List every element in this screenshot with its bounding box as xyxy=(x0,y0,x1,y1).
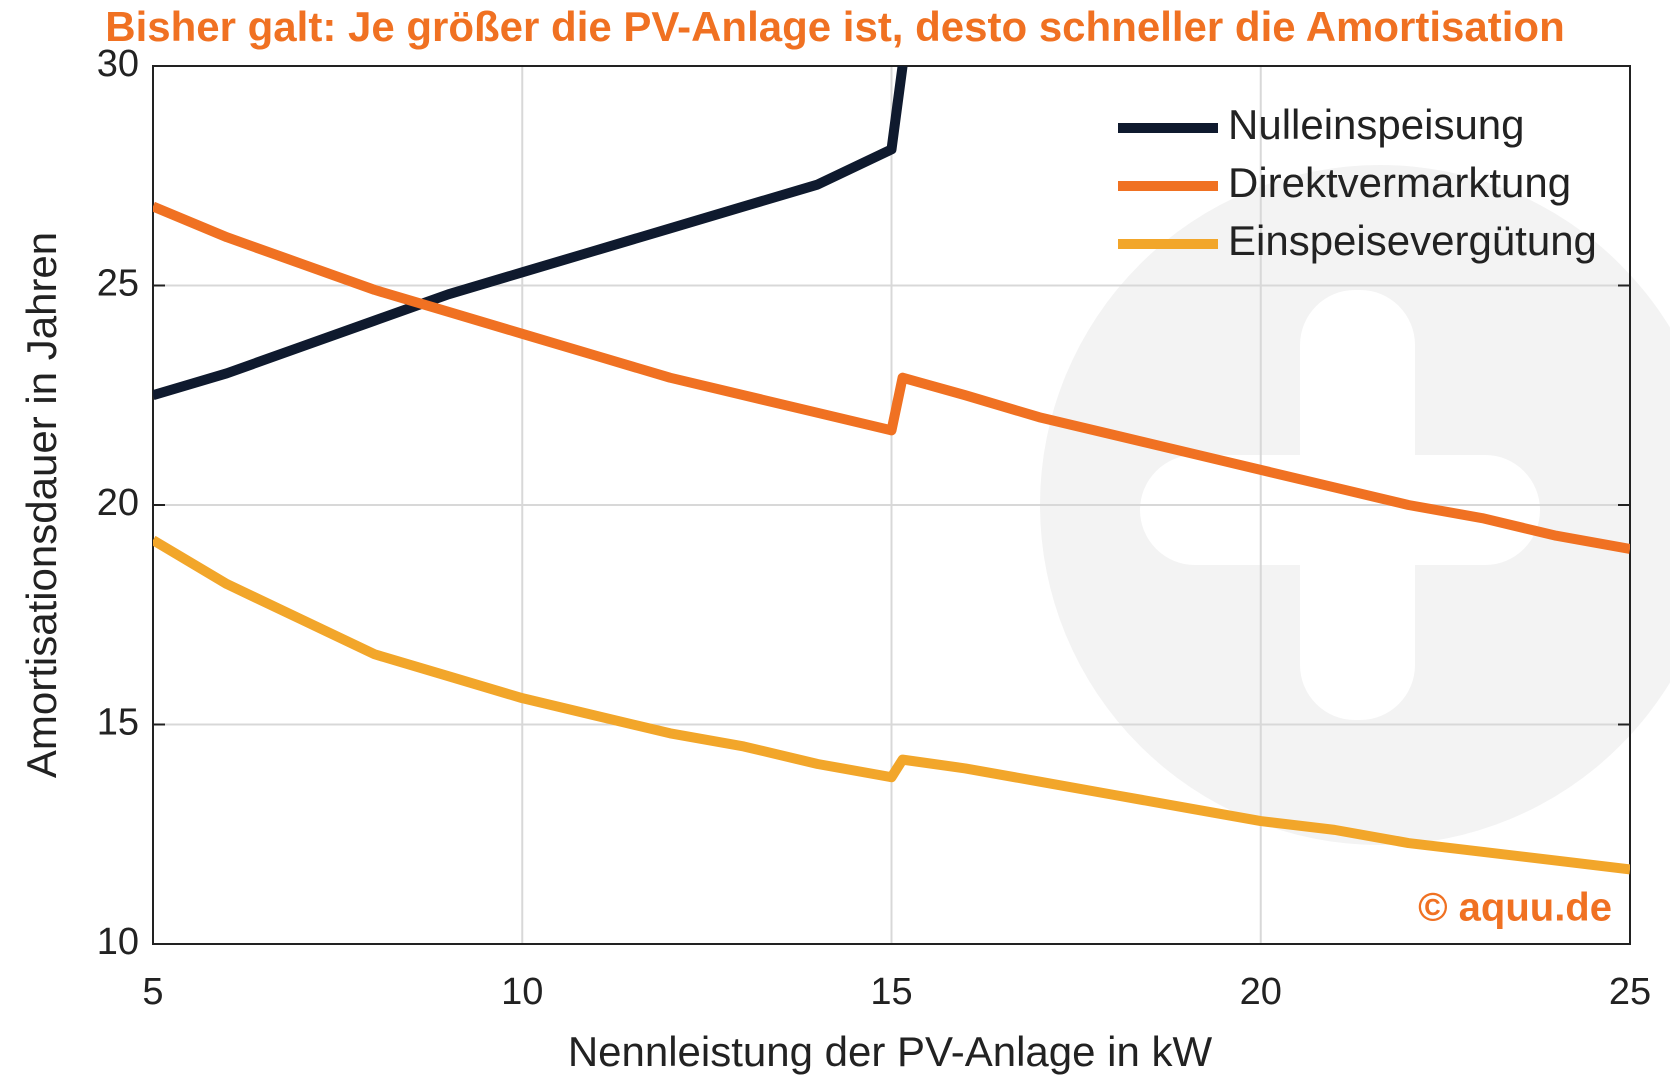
legend-label: Einspeisevergütung xyxy=(1228,217,1597,264)
y-tick-label: 15 xyxy=(97,702,139,744)
chart-title: Bisher galt: Je größer die PV-Anlage ist… xyxy=(105,3,1564,50)
y-tick-label: 25 xyxy=(97,263,139,305)
x-tick-label: 10 xyxy=(501,971,543,1013)
y-axis-label: Amortisationsdauer in Jahren xyxy=(18,232,65,778)
y-tick-label: 10 xyxy=(97,921,139,963)
x-tick-label: 5 xyxy=(142,971,163,1013)
series-line xyxy=(153,66,908,401)
y-tick-label: 30 xyxy=(97,43,139,85)
x-tick-label: 20 xyxy=(1240,971,1282,1013)
plot-area xyxy=(153,66,1630,875)
x-tick-label: 25 xyxy=(1609,971,1651,1013)
x-axis-label: Nennleistung der PV-Anlage in kW xyxy=(568,1028,1213,1075)
legend-label: Nulleinspeisung xyxy=(1228,101,1525,148)
x-tick-label: 15 xyxy=(870,971,912,1013)
series-line xyxy=(153,201,1630,554)
legend-label: Direktvermarktung xyxy=(1228,159,1571,206)
y-tick-label: 20 xyxy=(97,482,139,524)
annotation: © aquu.de xyxy=(1418,886,1612,930)
series-line xyxy=(153,535,1630,875)
plot-frame xyxy=(152,65,1631,945)
